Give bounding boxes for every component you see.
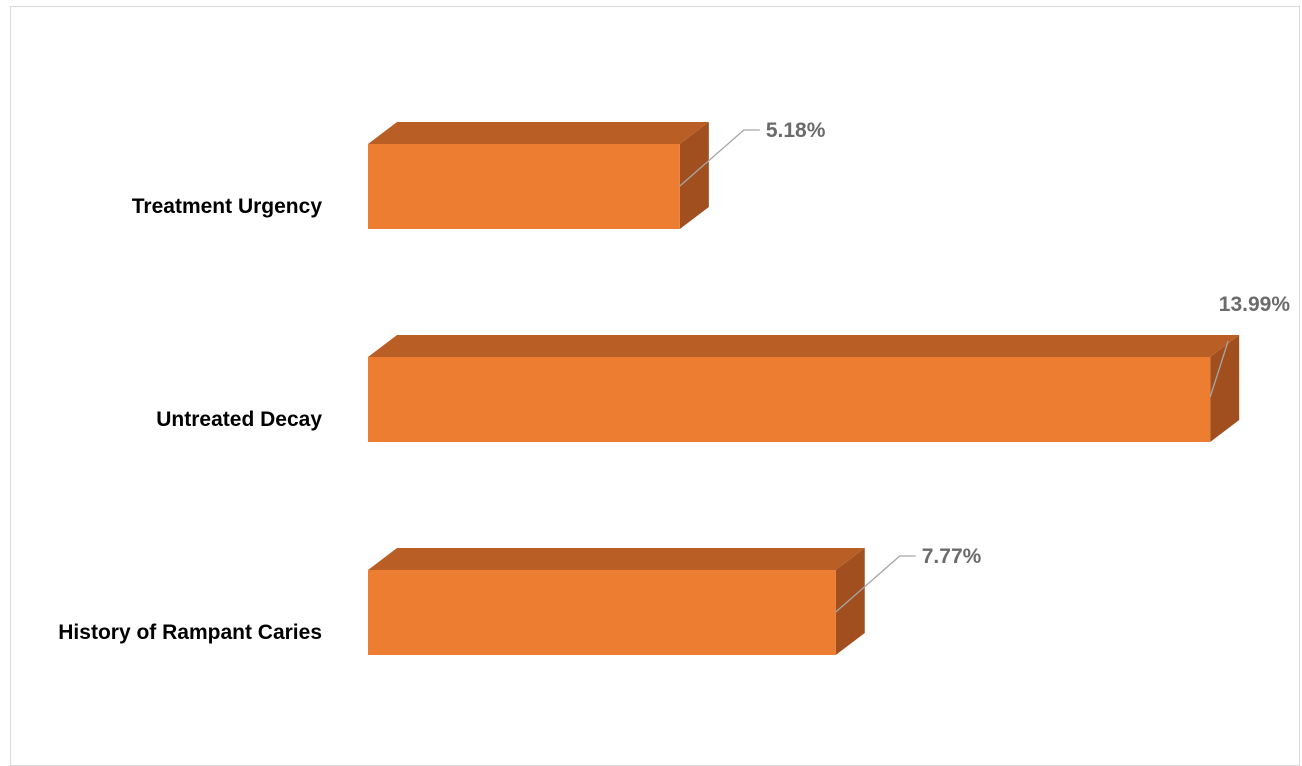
bar-top-face [368, 122, 709, 144]
leader-line [679, 129, 760, 187]
category-label-untreated-decay: Untreated Decay [156, 408, 322, 431]
leader-line [835, 555, 916, 613]
bar-side-face [835, 548, 865, 655]
bar-history-of-rampant-caries [368, 548, 865, 655]
category-label-history-of-rampant-caries: History of Rampant Caries [58, 621, 322, 644]
category-label-treatment-urgency: Treatment Urgency [132, 195, 323, 218]
bar-untreated-decay [368, 335, 1240, 442]
data-label-untreated-decay: 13.99% [1219, 293, 1291, 316]
bar-front-face [368, 357, 1211, 442]
data-label-history-of-rampant-caries: 7.77% [922, 545, 982, 568]
leader-line [1209, 340, 1229, 398]
data-label-treatment-urgency: 5.18% [766, 119, 826, 142]
bar-top-face [368, 335, 1240, 357]
bars-layer [368, 122, 1240, 655]
bar-side-face [679, 122, 709, 229]
bar-front-face [368, 570, 836, 655]
bar-top-face [368, 548, 865, 570]
bar-treatment-urgency [368, 122, 709, 229]
bar-side-face [1210, 335, 1240, 442]
bar-front-face [368, 144, 680, 229]
labels-layer: Treatment Urgency 5.18% Untreated Decay 13.… [58, 119, 1290, 644]
